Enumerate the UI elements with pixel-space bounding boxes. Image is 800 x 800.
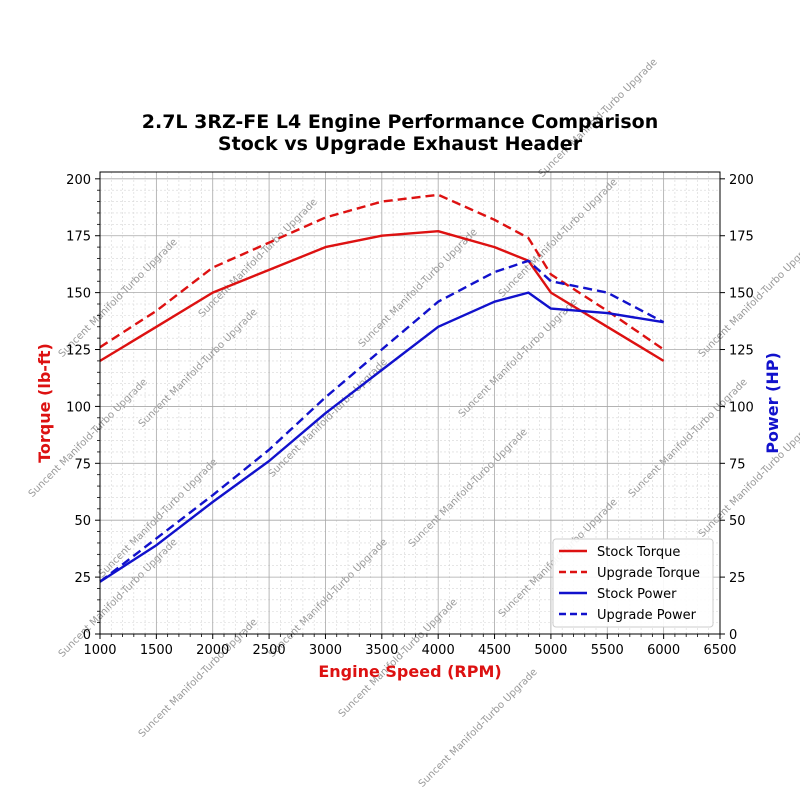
- right-y-axis-label: Power (HP): [763, 352, 782, 454]
- watermark-text: Suncent Manifold-Turbo Upgrade: [697, 417, 800, 540]
- x-tick-label: 3500: [365, 643, 398, 658]
- watermark-text: Suncent Manifold-Turbo Upgrade: [417, 667, 540, 790]
- x-tick-label: 6000: [647, 643, 680, 658]
- left-y-tick-label: 125: [66, 344, 91, 359]
- left-y-tick-label: 25: [74, 571, 91, 586]
- x-tick-label: 3000: [309, 643, 342, 658]
- watermark-text: Suncent Manifold-Turbo Upgrade: [267, 537, 390, 660]
- right-y-tick-label: 150: [729, 287, 754, 302]
- legend-entry-label: Stock Power: [597, 587, 677, 602]
- left-y-tick-label: 50: [74, 514, 91, 529]
- series-layer: [99, 193, 665, 583]
- chart-subtitle: Stock vs Upgrade Exhaust Header: [218, 133, 583, 155]
- left-y-tick-label: 175: [66, 230, 91, 245]
- right-y-tick-label: 50: [729, 514, 746, 529]
- right-y-tick-label: 75: [729, 457, 746, 472]
- left-y-tick-label: 200: [66, 173, 91, 188]
- legend-entry-label: Upgrade Power: [597, 608, 697, 623]
- x-tick-label: 1000: [83, 643, 116, 658]
- legend-entry-label: Upgrade Torque: [597, 566, 700, 581]
- right-y-tick-label: 175: [729, 230, 754, 245]
- x-axis-label: Engine Speed (RPM): [318, 662, 501, 681]
- watermark-text: Suncent Manifold-Turbo Upgrade: [407, 427, 530, 550]
- x-tick-label: 5500: [591, 643, 624, 658]
- left-y-axis-label: Torque (lb-ft): [35, 343, 54, 463]
- right-y-tick-label: 200: [729, 173, 754, 188]
- x-tick-label: 2500: [253, 643, 286, 658]
- right-y-tick-label: 100: [729, 400, 754, 415]
- x-tick-label: 4000: [422, 643, 455, 658]
- x-tick-label: 4500: [478, 643, 511, 658]
- watermark-text: Suncent Manifold-Turbo Upgrade: [137, 617, 260, 740]
- x-tick-label: 5000: [534, 643, 567, 658]
- watermark-text: Suncent Manifold-Turbo Upgrade: [137, 307, 260, 430]
- legend: Stock Torque Upgrade Torque Stock Power Upg…: [552, 538, 714, 628]
- right-y-tick-label: 0: [729, 628, 737, 643]
- left-y-tick-label: 0: [83, 628, 91, 643]
- legend-entry-label: Stock Torque: [597, 545, 680, 560]
- watermark-text: Suncent Manifold-Turbo Upgrade: [267, 357, 390, 480]
- ticks-layer: 1000 1500 2000 2500 3000 3500 4000 4500 5000 5500…: [66, 173, 754, 658]
- legend-box: [552, 538, 714, 628]
- series-line-stock-torque: [99, 230, 665, 362]
- series-line-upgrade-power: [99, 259, 665, 583]
- x-tick-label: 2000: [196, 643, 229, 658]
- plot-frame: [99, 171, 721, 635]
- right-y-tick-label: 25: [729, 571, 746, 586]
- x-tick-label: 6500: [703, 643, 736, 658]
- series-line-stock-power: [99, 291, 664, 583]
- watermark-text: Suncent Manifold-Turbo Upgrade: [337, 597, 460, 720]
- left-y-tick-label: 100: [66, 400, 91, 415]
- left-y-tick-label: 75: [74, 457, 91, 472]
- chart-title: 2.7L 3RZ-FE L4 Engine Performance Compar…: [142, 111, 659, 133]
- series-line-upgrade-torque: [99, 193, 665, 351]
- left-y-tick-label: 150: [66, 287, 91, 302]
- right-y-tick-label: 125: [729, 344, 754, 359]
- x-tick-label: 1500: [140, 643, 173, 658]
